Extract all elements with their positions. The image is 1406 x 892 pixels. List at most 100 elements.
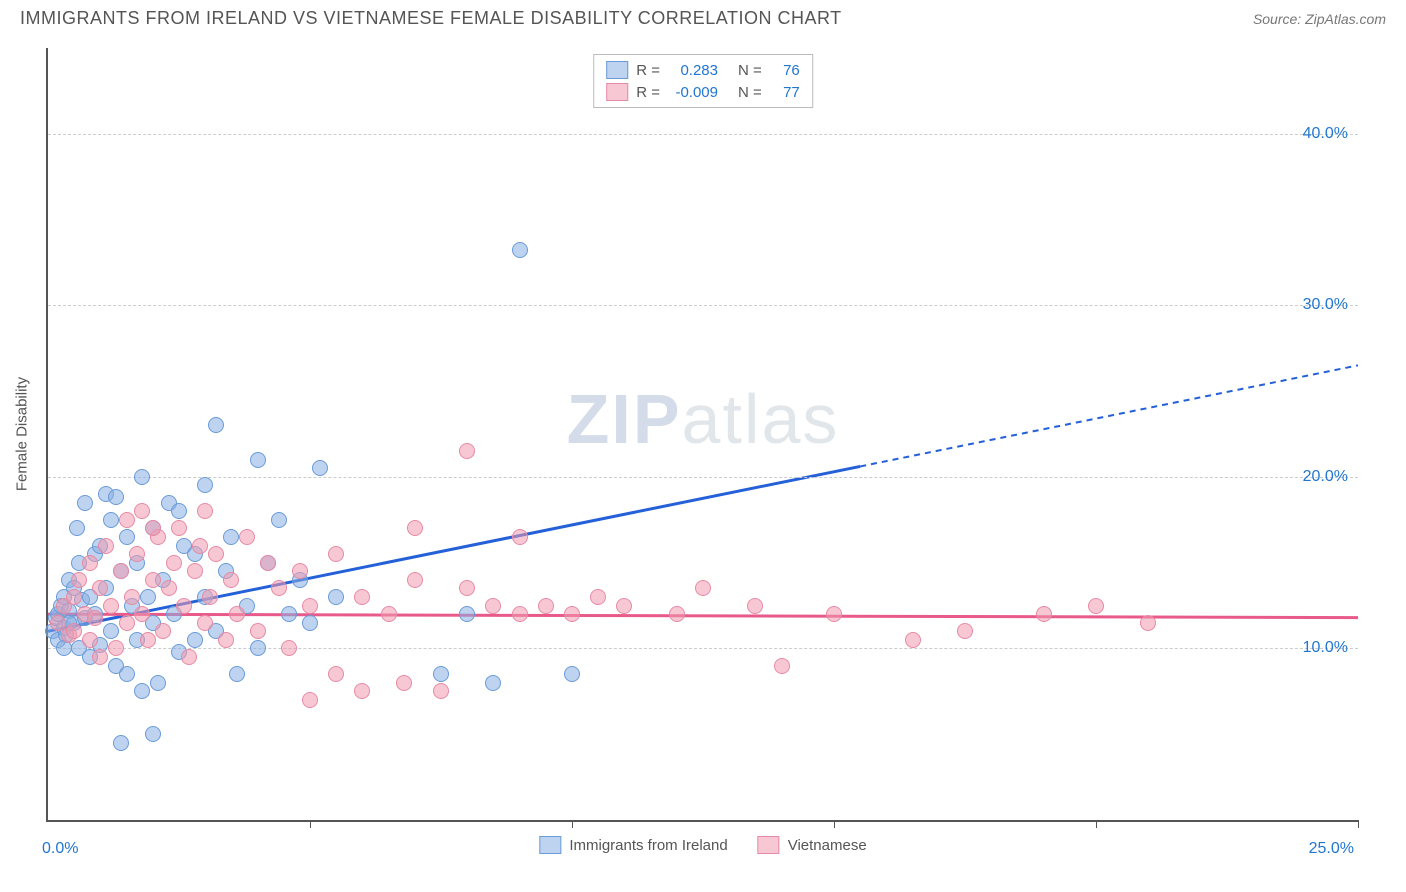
data-point	[134, 469, 150, 485]
data-point	[140, 589, 156, 605]
data-point	[82, 555, 98, 571]
data-point	[312, 460, 328, 476]
data-point	[166, 555, 182, 571]
data-point	[328, 589, 344, 605]
data-point	[171, 503, 187, 519]
data-point	[202, 589, 218, 605]
x-tick	[572, 820, 573, 828]
data-point	[66, 589, 82, 605]
data-point	[113, 563, 129, 579]
data-point	[87, 610, 103, 626]
series-legend: Immigrants from Ireland Vietnamese	[539, 836, 866, 854]
legend-swatch	[539, 836, 561, 854]
data-point	[134, 683, 150, 699]
data-point	[590, 589, 606, 605]
data-point	[695, 580, 711, 596]
data-point	[134, 606, 150, 622]
y-tick-label: 30.0%	[1303, 296, 1348, 314]
data-point	[281, 640, 297, 656]
y-tick-label: 40.0%	[1303, 125, 1348, 143]
legend-swatch	[606, 83, 628, 101]
data-point	[197, 503, 213, 519]
watermark: ZIPatlas	[567, 379, 840, 459]
data-point	[1140, 615, 1156, 631]
data-point	[260, 555, 276, 571]
data-point	[69, 520, 85, 536]
data-point	[208, 417, 224, 433]
legend-stat-row: R =-0.009N =77	[606, 81, 800, 103]
data-point	[119, 666, 135, 682]
data-point	[905, 632, 921, 648]
data-point	[239, 529, 255, 545]
data-point	[98, 538, 114, 554]
data-point	[292, 563, 308, 579]
y-tick-label: 20.0%	[1303, 468, 1348, 486]
gridline	[48, 648, 1358, 649]
data-point	[229, 606, 245, 622]
trend-lines	[48, 48, 1358, 820]
data-point	[512, 529, 528, 545]
y-axis-label: Female Disability	[14, 377, 31, 491]
data-point	[1036, 606, 1052, 622]
data-point	[192, 538, 208, 554]
data-point	[381, 606, 397, 622]
legend-item: Vietnamese	[758, 836, 867, 854]
data-point	[459, 606, 475, 622]
data-point	[119, 529, 135, 545]
data-point	[155, 623, 171, 639]
data-point	[774, 658, 790, 674]
data-point	[82, 632, 98, 648]
data-point	[459, 443, 475, 459]
stats-legend: R =0.283N =76R =-0.009N =77	[593, 54, 813, 108]
data-point	[459, 580, 475, 596]
data-point	[56, 640, 72, 656]
data-point	[103, 598, 119, 614]
data-point	[328, 546, 344, 562]
data-point	[176, 598, 192, 614]
data-point	[119, 615, 135, 631]
data-point	[108, 489, 124, 505]
gridline	[48, 305, 1358, 306]
data-point	[77, 495, 93, 511]
data-point	[328, 666, 344, 682]
x-tick	[1358, 820, 1359, 828]
data-point	[145, 520, 161, 536]
data-point	[119, 512, 135, 528]
data-point	[354, 683, 370, 699]
gridline	[48, 477, 1358, 478]
legend-swatch	[758, 836, 780, 854]
data-point	[564, 606, 580, 622]
data-point	[187, 563, 203, 579]
data-point	[140, 632, 156, 648]
x-origin-label: 0.0%	[42, 840, 78, 858]
data-point	[271, 512, 287, 528]
data-point	[223, 529, 239, 545]
x-tick	[834, 820, 835, 828]
data-point	[1088, 598, 1104, 614]
data-point	[250, 452, 266, 468]
data-point	[281, 606, 297, 622]
legend-label: Immigrants from Ireland	[569, 837, 727, 854]
scatter-chart: Female Disability ZIPatlas R =0.283N =76…	[46, 48, 1358, 822]
data-point	[208, 546, 224, 562]
data-point	[250, 623, 266, 639]
data-point	[512, 606, 528, 622]
x-tick	[1096, 820, 1097, 828]
data-point	[250, 640, 266, 656]
data-point	[512, 242, 528, 258]
data-point	[407, 572, 423, 588]
data-point	[124, 589, 140, 605]
data-point	[485, 598, 501, 614]
legend-swatch	[606, 61, 628, 79]
data-point	[302, 598, 318, 614]
data-point	[538, 598, 554, 614]
data-point	[150, 675, 166, 691]
data-point	[103, 623, 119, 639]
x-tick	[310, 820, 311, 828]
data-point	[187, 632, 203, 648]
data-point	[134, 503, 150, 519]
trend-line-dashed	[860, 365, 1358, 466]
data-point	[129, 546, 145, 562]
legend-label: Vietnamese	[788, 837, 867, 854]
data-point	[113, 735, 129, 751]
